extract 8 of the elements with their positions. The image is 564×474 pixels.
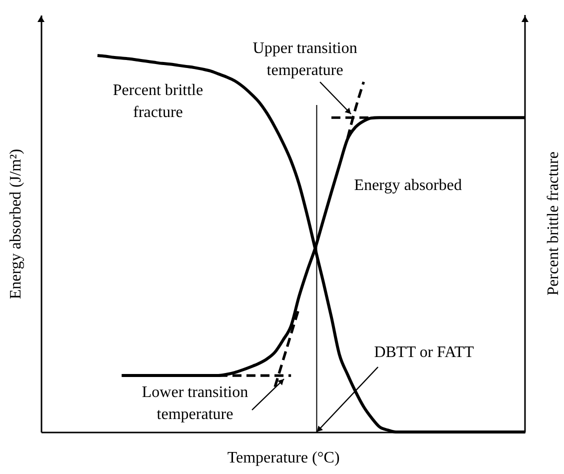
annotation: Lower transition temperature bbox=[142, 384, 248, 423]
annotation: Upper transition temperature bbox=[252, 40, 358, 79]
annotation: DBTT or FATT bbox=[374, 344, 474, 361]
series-label: Energy absorbed bbox=[354, 177, 462, 194]
y2-axis-title: Percent brittle fracture bbox=[545, 152, 562, 296]
y-axis-title: Energy absorbed (J/m²) bbox=[8, 148, 24, 300]
x-axis-title: Temperature (°C) bbox=[227, 450, 340, 466]
series-label: Percent brittle fracture bbox=[112, 82, 204, 121]
